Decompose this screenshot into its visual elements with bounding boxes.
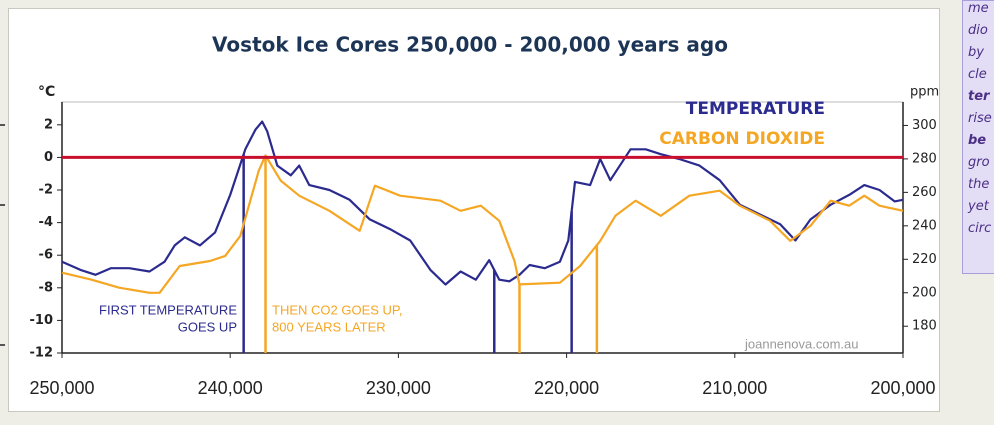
sidebar-text: yet xyxy=(968,199,989,214)
annotation: joannenova.com.au xyxy=(744,336,858,351)
y2-tick-label: 240 xyxy=(912,218,937,233)
y-tick-label: -6 xyxy=(39,248,53,263)
y2-axis-label: ppm xyxy=(910,85,939,100)
x-tick-label: 230,000 xyxy=(366,378,431,398)
y-axis-label: °C xyxy=(38,84,55,100)
legend-entry: CARBON DIOXIDE xyxy=(659,129,825,149)
annotation: GOES UP xyxy=(178,319,237,334)
y-tick-label: -4 xyxy=(39,215,53,230)
sidebar-text: be xyxy=(968,133,987,148)
sidebar: me dio by cle ter rise be gro the yet circ xyxy=(962,0,994,274)
sidebar-text: me xyxy=(968,1,989,16)
x-tick-label: 200,000 xyxy=(870,378,935,398)
sidebar-text: ter xyxy=(968,89,990,104)
y2-tick-label: 180 xyxy=(912,319,937,334)
legend-entry: TEMPERATURE xyxy=(686,99,825,119)
series-line xyxy=(61,154,904,294)
x-tick-label: 220,000 xyxy=(534,378,599,398)
y-tick-label: 0 xyxy=(44,150,53,165)
y2-tick-label: 260 xyxy=(912,185,937,200)
x-tick-label: 250,000 xyxy=(29,378,94,398)
annotation: 800 YEARS LATER xyxy=(272,319,386,334)
y-tick-label: -10 xyxy=(30,313,54,328)
y2-tick-label: 300 xyxy=(912,118,937,133)
sidebar-text: cle xyxy=(968,67,987,82)
y-tick-label: -8 xyxy=(39,280,53,295)
sidebar-text: gro xyxy=(968,155,990,170)
watermark-box xyxy=(738,336,898,352)
y-tick-label: -12 xyxy=(30,346,54,361)
annotation-box xyxy=(268,298,428,342)
y-tick-label: 2 xyxy=(44,117,53,132)
sidebar-text: dio xyxy=(968,23,988,38)
annotation: THEN CO2 GOES UP, xyxy=(272,302,403,317)
sidebar-text: the xyxy=(968,177,990,192)
annotation: FIRST TEMPERATURE xyxy=(99,302,237,317)
sidebar-text: circ xyxy=(968,221,992,236)
y2-tick-label: 200 xyxy=(912,285,937,300)
y-tick-label: -2 xyxy=(39,183,53,198)
y2-tick-label: 220 xyxy=(912,252,937,267)
chart-title: Vostok Ice Cores 250,000 - 200,000 years… xyxy=(212,33,728,57)
y2-tick-label: 280 xyxy=(912,151,937,166)
x-tick-label: 240,000 xyxy=(198,378,263,398)
sidebar-text: by xyxy=(968,45,984,60)
x-tick-label: 210,000 xyxy=(702,378,767,398)
sidebar-text: rise xyxy=(968,111,992,126)
annotation-box xyxy=(70,298,242,342)
